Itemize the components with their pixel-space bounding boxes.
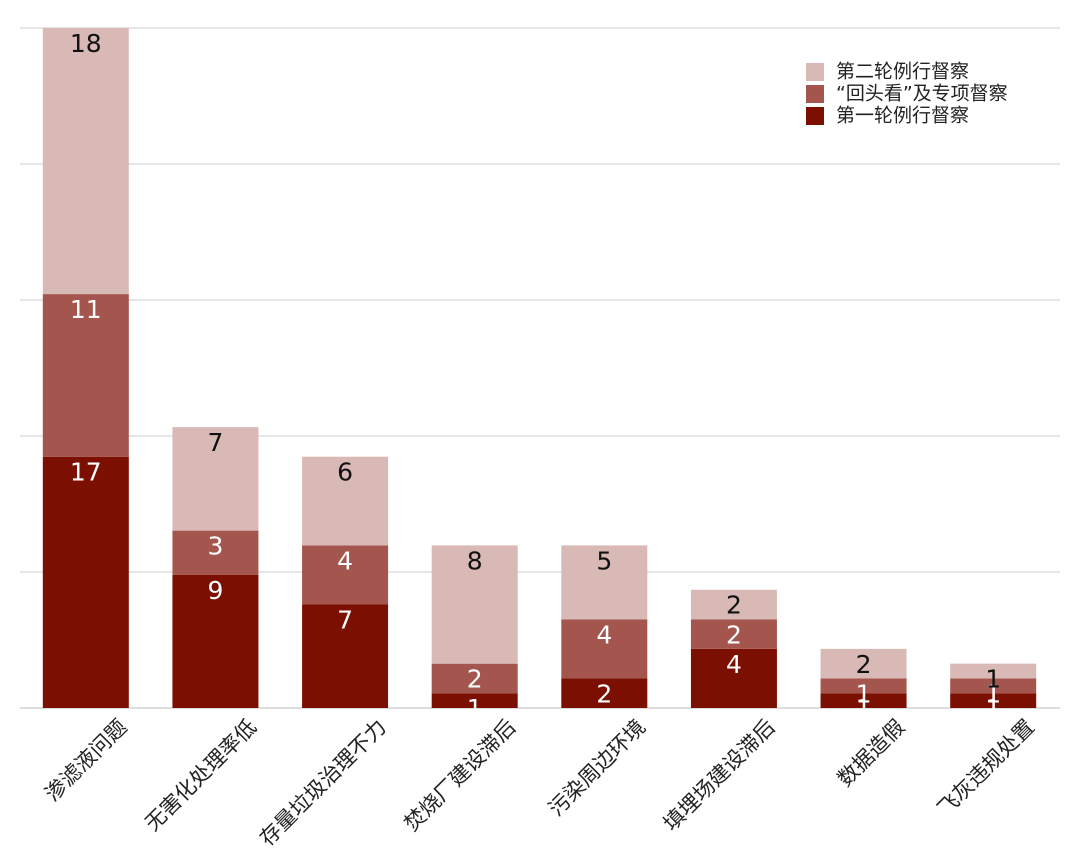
legend-swatch [806,63,824,81]
bar-segment [561,545,648,620]
value-label: 17 [70,458,102,487]
bar-segment [820,648,907,679]
value-label: 4 [726,650,742,679]
legend-label: 第二轮例行督察 [836,61,969,83]
value-label: 8 [467,546,483,575]
value-label: 1 [985,665,1001,694]
value-label: 1 [467,694,483,723]
bar-segment [302,545,389,605]
bar-segment [42,456,129,708]
value-label: 2 [596,679,612,708]
value-label: 1 [856,694,872,723]
bar-segment [172,530,259,575]
bar-segment [561,619,648,679]
bar-segment [690,619,777,649]
bar-segment [950,663,1037,679]
bar-segment [302,604,389,708]
value-label: 1 [985,679,1001,708]
bar-segment [950,678,1037,694]
bar-segment [431,545,518,664]
bar-segment [42,28,129,295]
value-label: 2 [726,620,742,649]
value-label: 2 [467,665,483,694]
bar-segment [690,648,777,708]
value-label: 4 [337,546,353,575]
x-tick-label: 渗滤液问题 [40,715,131,806]
legend-label: “回头看”及专项督察 [836,83,1008,105]
value-label: 9 [207,576,223,605]
x-tick-label: 数据造假 [833,715,909,791]
bar-segment [820,693,907,708]
value-label: 4 [596,620,612,649]
value-label: 1 [985,694,1001,723]
bar-segment [950,693,1037,708]
legend-label: 第一轮例行督察 [836,105,969,127]
value-label: 2 [726,591,742,620]
bar-segment [431,693,518,708]
value-label: 1 [856,679,872,708]
x-tick-label: 存量垃圾治理不力 [255,715,391,851]
x-tick-label: 焚烧厂建设滞后 [400,715,521,836]
bar-segment [42,294,129,457]
bar-segment [561,678,648,708]
bar-segment [172,427,259,531]
value-label: 5 [596,546,612,575]
value-label: 3 [207,532,223,561]
x-tick-label: 填埋场建设滞后 [659,715,780,836]
bar-segment [431,663,518,694]
bar-segment [172,574,259,708]
x-tick-label: 飞灰违规处置 [933,715,1039,821]
x-tick-label: 无害化处理率低 [140,715,261,836]
bar-segment [302,456,389,546]
x-tick-label: 污染周边环境 [544,715,650,821]
value-label: 18 [70,29,102,58]
bar-segment [690,589,777,620]
value-label: 7 [207,428,223,457]
value-label: 11 [70,295,102,324]
value-label: 2 [856,650,872,679]
legend-swatch [806,107,824,125]
value-label: 6 [337,458,353,487]
value-label: 7 [337,606,353,635]
legend-swatch [806,85,824,103]
bar-segment [820,678,907,694]
